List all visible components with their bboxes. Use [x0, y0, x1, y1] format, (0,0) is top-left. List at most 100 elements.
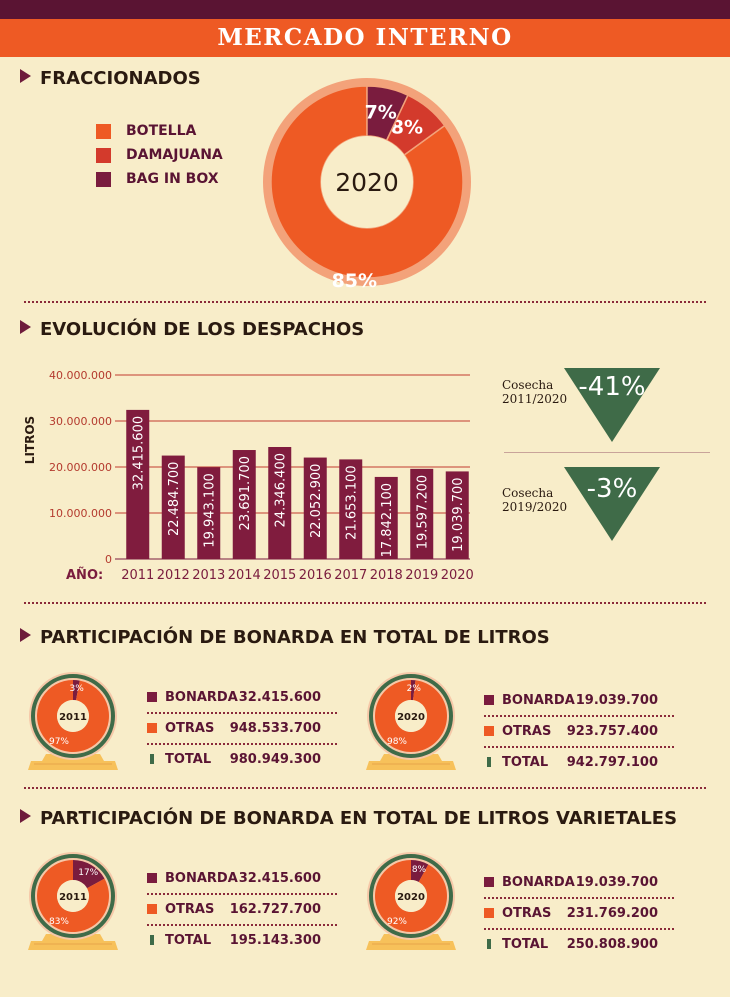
legend-item-damajuana: DAMAJUANA	[96, 147, 223, 163]
donut-center-label: 2011	[59, 892, 87, 903]
legend-row-bonarda: BONARDA 19.039.700	[484, 875, 674, 891]
slice-bonarda	[411, 860, 429, 882]
bar-value-label: 21.653.100	[345, 465, 360, 539]
donut-hole	[57, 700, 89, 732]
barrel-stand	[366, 754, 456, 770]
bar-value-label: 22.052.900	[309, 464, 324, 538]
slice-otras	[375, 860, 447, 932]
legend-row-total: TOTAL 250.808.900	[484, 937, 674, 953]
legend-swatch	[484, 695, 494, 705]
section-title-fraccionados: FRACCIONADOS	[20, 68, 201, 89]
slice-bonarda	[73, 680, 80, 701]
bonarda-percent: 8%	[412, 865, 427, 875]
bonarda-percent: 3%	[69, 684, 84, 694]
legend-value: 231.769.200	[566, 906, 658, 921]
legend-swatch	[96, 123, 111, 139]
bar	[445, 471, 469, 559]
x-tick-label: 2015	[263, 568, 296, 583]
legend-swatch	[484, 726, 494, 736]
legend-swatch	[147, 873, 157, 883]
barrel-stand	[28, 754, 118, 770]
legend-name: TOTAL	[502, 755, 549, 770]
x-tick-label: 2011	[121, 568, 154, 583]
x-tick-label: 2020	[441, 568, 474, 583]
barrel-stand	[366, 934, 456, 950]
legend-item-botella: BOTELLA	[96, 123, 196, 139]
slice-label: 8%	[391, 117, 423, 139]
legend-value: 980.949.300	[229, 752, 321, 767]
otras-percent: 98%	[387, 737, 407, 747]
comparison-divider	[504, 452, 710, 453]
x-tick-label: 2016	[299, 568, 332, 583]
comparison-label-2: Cosecha 2019/2020	[502, 486, 568, 514]
legend-swatch	[487, 939, 491, 949]
divider	[24, 602, 706, 604]
legend-row-total: TOTAL 942.797.100	[484, 755, 674, 771]
legend-row-bonarda: BONARDA 32.415.600	[147, 690, 337, 706]
x-tick-label: 2014	[228, 568, 261, 583]
legend-value: 19.039.700	[575, 693, 658, 708]
x-axis-label: AÑO:	[66, 567, 103, 583]
section-title-evolucion: EVOLUCIÓN DE LOS DESPACHOS	[20, 319, 364, 340]
divider	[24, 301, 706, 303]
legend-row-otras: OTRAS 162.727.700	[147, 902, 337, 918]
legend-value: 162.727.700	[229, 902, 321, 917]
bar-value-label: 22.484.700	[167, 462, 182, 536]
comparison-triangle-2: -3%	[564, 467, 660, 541]
legend-divider	[147, 893, 337, 895]
triangle-bullet-icon	[20, 809, 31, 823]
slice-bonarda	[411, 680, 416, 701]
legend-name: BONARDA	[165, 690, 238, 705]
comparison-label-1: Cosecha 2011/2020	[502, 378, 568, 406]
otras-percent: 83%	[49, 917, 69, 927]
legend-row-total: TOTAL 980.949.300	[147, 752, 337, 768]
bar-value-label: 32.415.600	[132, 416, 147, 490]
legend-name: TOTAL	[502, 937, 549, 952]
legend-value: 923.757.400	[566, 724, 658, 739]
bar	[197, 467, 221, 559]
x-tick-label: 2013	[192, 568, 225, 583]
barrel-donut-2011-total: 2011 3% 97%	[28, 672, 118, 770]
bar-value-label: 24.346.400	[274, 453, 289, 527]
legend-item-bag-in-box: BAG IN BOX	[96, 171, 219, 187]
triangle-bullet-icon	[20, 320, 31, 334]
legend-swatch	[147, 904, 157, 914]
bar-value-label: 19.039.700	[451, 477, 466, 551]
y-tick-label: 20.000.000	[49, 461, 112, 474]
despachos-bar-chart: 40.000.000 30.000.000 20.000.000 10.000.000…	[23, 369, 474, 583]
legend-value: 32.415.600	[238, 871, 321, 886]
page-title: MERCADO INTERNO	[0, 19, 730, 57]
donut-hole	[395, 700, 427, 732]
x-tick-label: 2012	[157, 568, 190, 583]
legend-row-bonarda: BONARDA 32.415.600	[147, 871, 337, 887]
bar	[303, 457, 327, 559]
otras-percent: 97%	[49, 737, 69, 747]
y-tick-label: 40.000.000	[49, 369, 112, 382]
barrel-donut-2020-varietales: 2020 8% 92%	[366, 852, 456, 950]
legend-row-otras: OTRAS 231.769.200	[484, 906, 674, 922]
legend-2011-total: BONARDA 32.415.600 OTRAS 948.533.700 TOTAL 98…	[147, 690, 337, 770]
comparison-value-1: -41%	[578, 372, 645, 402]
barrel-hoop	[31, 674, 115, 758]
legend-name: BONARDA	[502, 875, 575, 890]
bar-value-label: 19.597.200	[416, 475, 431, 549]
down-triangle-icon	[564, 368, 660, 442]
barrel-donut-2020-total: 2020 2% 98%	[366, 672, 456, 770]
section-title-participacion-total: PARTICIPACIÓN DE BONARDA EN TOTAL DE LIT…	[20, 627, 550, 648]
legend-name: TOTAL	[165, 933, 212, 948]
barrel-stand	[28, 934, 118, 950]
top-bar	[0, 0, 730, 19]
legend-name: OTRAS	[502, 906, 552, 921]
legend-2011-varietales: BONARDA 32.415.600 OTRAS 162.727.700 TOTAL 19…	[147, 871, 337, 951]
legend-divider	[147, 743, 337, 745]
barrel-hoop	[369, 854, 453, 938]
bar	[268, 447, 292, 559]
legend-divider	[147, 712, 337, 714]
legend-swatch	[150, 754, 154, 764]
x-tick-label: 2017	[334, 568, 367, 583]
slice-label: 85%	[332, 270, 377, 292]
legend-name: OTRAS	[502, 724, 552, 739]
y-axis-label: LITROS	[23, 416, 37, 464]
fraccionados-donut-chart: 85% 8%7% 2020	[263, 78, 471, 292]
bonarda-percent: 17%	[78, 868, 98, 878]
